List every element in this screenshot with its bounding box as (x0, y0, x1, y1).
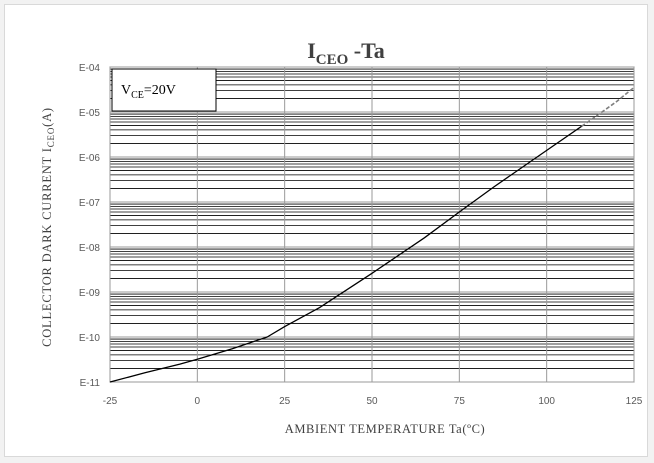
series-line (109, 125, 582, 383)
series-layer (109, 86, 635, 383)
x-tick-label: 25 (279, 396, 291, 407)
x-tick-labels: -25 0 25 50 75 100 125 (103, 396, 643, 407)
y-tick-label: E-08 (79, 243, 101, 254)
x-tick-label: 0 (195, 396, 201, 407)
y-tick-label: E-06 (79, 153, 101, 164)
major-gridlines (109, 66, 635, 383)
y-tick-labels: E-11 E-10 E-09 E-08 E-07 E-06 E-05 E-04 (79, 63, 101, 389)
x-tick-label: -25 (103, 396, 118, 407)
y-tick-label: E-11 (80, 378, 101, 389)
x-tick-label: 50 (366, 396, 378, 407)
annotation-box (111, 68, 217, 112)
series-line-dashed (581, 86, 635, 127)
y-tick-label: E-09 (79, 288, 101, 299)
x-tick-label: 100 (538, 396, 555, 407)
y-tick-label: E-07 (79, 198, 101, 209)
y-tick-label: E-04 (79, 63, 101, 74)
chart-title: ICEO -Ta (307, 38, 385, 68)
y-tick-label: E-10 (79, 333, 101, 344)
y-axis-label: COLLECTOR DARK CURRENT ICEO(A) (40, 107, 56, 347)
x-axis-label: AMBIENT TEMPERATURE Ta(ºC) (285, 422, 486, 436)
x-tick-label: 125 (626, 396, 643, 407)
annotation-label: VCE=20V (121, 83, 176, 101)
x-tick-label: 75 (454, 396, 466, 407)
y-tick-label: E-05 (79, 108, 101, 119)
